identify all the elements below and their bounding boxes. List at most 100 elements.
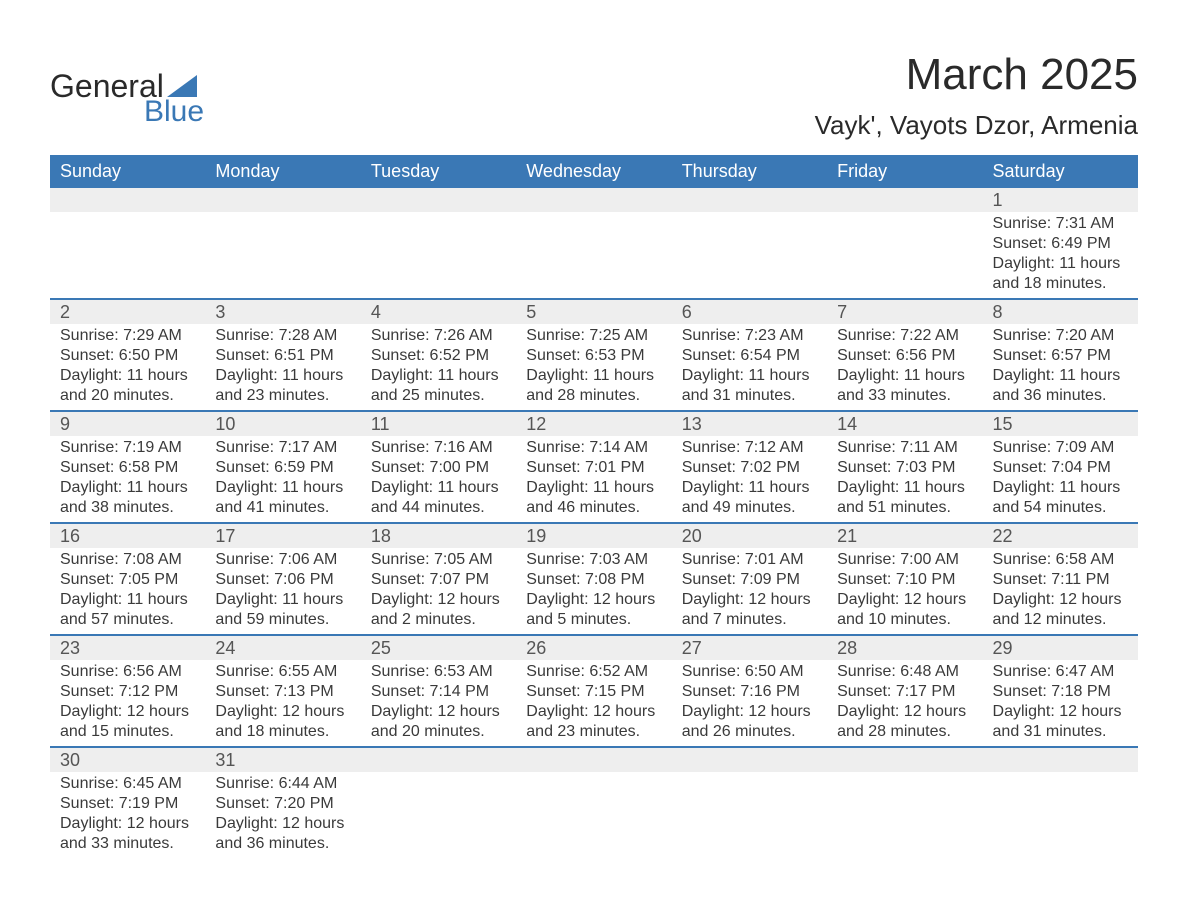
day-sunrise: Sunrise: 7:20 AM bbox=[993, 326, 1128, 346]
day-daylight2: and 38 minutes. bbox=[60, 498, 195, 518]
calendar-day-cell: 18Sunrise: 7:05 AMSunset: 7:07 PMDayligh… bbox=[361, 523, 516, 635]
day-content: Sunrise: 6:52 AMSunset: 7:15 PMDaylight:… bbox=[516, 660, 671, 746]
day-number: 26 bbox=[516, 636, 671, 660]
day-sunset: Sunset: 7:09 PM bbox=[682, 570, 817, 590]
day-number: 25 bbox=[361, 636, 516, 660]
day-sunrise: Sunrise: 7:11 AM bbox=[837, 438, 972, 458]
calendar-day-cell: 13Sunrise: 7:12 AMSunset: 7:02 PMDayligh… bbox=[672, 411, 827, 523]
day-content: Sunrise: 7:06 AMSunset: 7:06 PMDaylight:… bbox=[205, 548, 360, 634]
calendar-day-cell: 1Sunrise: 7:31 AMSunset: 6:49 PMDaylight… bbox=[983, 188, 1138, 299]
day-daylight2: and 15 minutes. bbox=[60, 722, 195, 742]
day-content: Sunrise: 7:26 AMSunset: 6:52 PMDaylight:… bbox=[361, 324, 516, 410]
day-number: 28 bbox=[827, 636, 982, 660]
day-sunrise: Sunrise: 6:45 AM bbox=[60, 774, 195, 794]
day-number: 10 bbox=[205, 412, 360, 436]
calendar-day-cell: 2Sunrise: 7:29 AMSunset: 6:50 PMDaylight… bbox=[50, 299, 205, 411]
day-daylight2: and 20 minutes. bbox=[60, 386, 195, 406]
empty-day-spacer bbox=[672, 212, 827, 292]
calendar-day-cell bbox=[205, 188, 360, 299]
day-content: Sunrise: 7:29 AMSunset: 6:50 PMDaylight:… bbox=[50, 324, 205, 410]
day-sunrise: Sunrise: 7:16 AM bbox=[371, 438, 506, 458]
day-content: Sunrise: 7:08 AMSunset: 7:05 PMDaylight:… bbox=[50, 548, 205, 634]
day-sunset: Sunset: 7:12 PM bbox=[60, 682, 195, 702]
empty-day-bar bbox=[361, 748, 516, 772]
day-sunset: Sunset: 7:15 PM bbox=[526, 682, 661, 702]
day-sunrise: Sunrise: 7:14 AM bbox=[526, 438, 661, 458]
calendar-day-cell: 4Sunrise: 7:26 AMSunset: 6:52 PMDaylight… bbox=[361, 299, 516, 411]
day-daylight1: Daylight: 12 hours bbox=[837, 590, 972, 610]
day-sunset: Sunset: 7:18 PM bbox=[993, 682, 1128, 702]
day-daylight2: and 33 minutes. bbox=[60, 834, 195, 854]
day-daylight1: Daylight: 11 hours bbox=[60, 366, 195, 386]
day-sunrise: Sunrise: 6:56 AM bbox=[60, 662, 195, 682]
day-sunrise: Sunrise: 6:48 AM bbox=[837, 662, 972, 682]
day-daylight2: and 46 minutes. bbox=[526, 498, 661, 518]
day-daylight1: Daylight: 11 hours bbox=[526, 366, 661, 386]
calendar-day-cell: 9Sunrise: 7:19 AMSunset: 6:58 PMDaylight… bbox=[50, 411, 205, 523]
day-sunset: Sunset: 7:16 PM bbox=[682, 682, 817, 702]
day-sunset: Sunset: 7:08 PM bbox=[526, 570, 661, 590]
calendar-day-cell bbox=[827, 188, 982, 299]
calendar-day-cell: 6Sunrise: 7:23 AMSunset: 6:54 PMDaylight… bbox=[672, 299, 827, 411]
calendar-day-cell: 17Sunrise: 7:06 AMSunset: 7:06 PMDayligh… bbox=[205, 523, 360, 635]
empty-day-bar bbox=[205, 188, 360, 212]
calendar-week-row: 1Sunrise: 7:31 AMSunset: 6:49 PMDaylight… bbox=[50, 188, 1138, 299]
day-daylight1: Daylight: 12 hours bbox=[526, 590, 661, 610]
day-number: 12 bbox=[516, 412, 671, 436]
calendar-day-cell: 14Sunrise: 7:11 AMSunset: 7:03 PMDayligh… bbox=[827, 411, 982, 523]
day-daylight1: Daylight: 12 hours bbox=[993, 702, 1128, 722]
day-sunrise: Sunrise: 7:23 AM bbox=[682, 326, 817, 346]
calendar-week-row: 23Sunrise: 6:56 AMSunset: 7:12 PMDayligh… bbox=[50, 635, 1138, 747]
day-daylight2: and 33 minutes. bbox=[837, 386, 972, 406]
empty-day-bar bbox=[516, 188, 671, 212]
calendar-week-row: 9Sunrise: 7:19 AMSunset: 6:58 PMDaylight… bbox=[50, 411, 1138, 523]
day-daylight2: and 18 minutes. bbox=[215, 722, 350, 742]
day-sunset: Sunset: 6:58 PM bbox=[60, 458, 195, 478]
day-number: 16 bbox=[50, 524, 205, 548]
day-number: 8 bbox=[983, 300, 1138, 324]
day-content: Sunrise: 6:56 AMSunset: 7:12 PMDaylight:… bbox=[50, 660, 205, 746]
day-daylight2: and 36 minutes. bbox=[215, 834, 350, 854]
day-daylight2: and 7 minutes. bbox=[682, 610, 817, 630]
calendar-day-cell: 27Sunrise: 6:50 AMSunset: 7:16 PMDayligh… bbox=[672, 635, 827, 747]
empty-day-spacer bbox=[50, 212, 205, 292]
day-daylight1: Daylight: 11 hours bbox=[60, 590, 195, 610]
day-content: Sunrise: 7:09 AMSunset: 7:04 PMDaylight:… bbox=[983, 436, 1138, 522]
day-sunset: Sunset: 6:57 PM bbox=[993, 346, 1128, 366]
day-content: Sunrise: 7:28 AMSunset: 6:51 PMDaylight:… bbox=[205, 324, 360, 410]
day-sunrise: Sunrise: 6:58 AM bbox=[993, 550, 1128, 570]
weekday-header: Monday bbox=[205, 155, 360, 188]
calendar-day-cell: 16Sunrise: 7:08 AMSunset: 7:05 PMDayligh… bbox=[50, 523, 205, 635]
day-daylight1: Daylight: 12 hours bbox=[526, 702, 661, 722]
day-daylight1: Daylight: 12 hours bbox=[682, 590, 817, 610]
day-sunset: Sunset: 7:13 PM bbox=[215, 682, 350, 702]
empty-day-bar bbox=[827, 748, 982, 772]
day-sunrise: Sunrise: 7:22 AM bbox=[837, 326, 972, 346]
day-number: 14 bbox=[827, 412, 982, 436]
logo: General Blue bbox=[50, 50, 204, 129]
day-number: 27 bbox=[672, 636, 827, 660]
day-daylight1: Daylight: 11 hours bbox=[682, 366, 817, 386]
day-sunset: Sunset: 7:06 PM bbox=[215, 570, 350, 590]
day-number: 23 bbox=[50, 636, 205, 660]
calendar-day-cell: 26Sunrise: 6:52 AMSunset: 7:15 PMDayligh… bbox=[516, 635, 671, 747]
day-daylight2: and 31 minutes. bbox=[993, 722, 1128, 742]
day-sunrise: Sunrise: 7:06 AM bbox=[215, 550, 350, 570]
day-sunrise: Sunrise: 7:05 AM bbox=[371, 550, 506, 570]
day-number: 5 bbox=[516, 300, 671, 324]
calendar-day-cell bbox=[983, 747, 1138, 858]
day-content: Sunrise: 6:48 AMSunset: 7:17 PMDaylight:… bbox=[827, 660, 982, 746]
day-daylight1: Daylight: 12 hours bbox=[837, 702, 972, 722]
empty-day-bar bbox=[672, 748, 827, 772]
calendar-day-cell bbox=[827, 747, 982, 858]
day-number: 20 bbox=[672, 524, 827, 548]
calendar-day-cell bbox=[672, 188, 827, 299]
day-daylight1: Daylight: 12 hours bbox=[60, 702, 195, 722]
month-title: March 2025 bbox=[815, 50, 1138, 100]
day-number: 24 bbox=[205, 636, 360, 660]
day-daylight1: Daylight: 12 hours bbox=[371, 590, 506, 610]
calendar-day-cell: 19Sunrise: 7:03 AMSunset: 7:08 PMDayligh… bbox=[516, 523, 671, 635]
calendar-day-cell bbox=[516, 188, 671, 299]
day-sunset: Sunset: 7:11 PM bbox=[993, 570, 1128, 590]
empty-day-spacer bbox=[516, 212, 671, 292]
